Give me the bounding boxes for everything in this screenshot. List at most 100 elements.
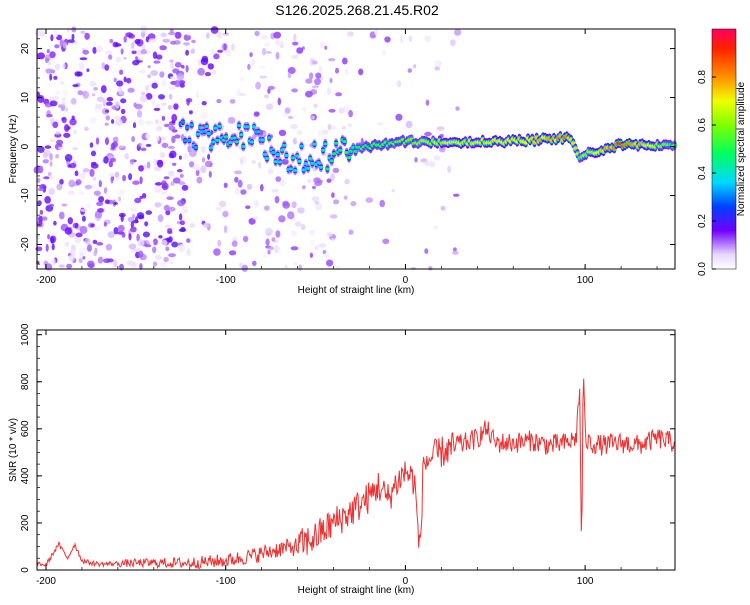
- x-tick-label: -100: [216, 576, 236, 587]
- spectrogram-speckle-point: [70, 97, 77, 105]
- spectrogram-speckle-point: [231, 240, 238, 247]
- spectrogram-ridge-cell: [292, 168, 298, 173]
- spectrogram-speckle-point: [210, 48, 215, 56]
- spectrogram-speckle-point: [140, 147, 147, 152]
- spectrogram-speckle-point: [126, 260, 135, 266]
- spectrogram-speckle-point: [433, 155, 441, 161]
- spectrogram-speckle-point: [222, 32, 230, 36]
- spectrogram-speckle-point: [204, 160, 213, 168]
- spectrogram-speckle-point: [54, 44, 60, 49]
- spectrogram-speckle-point: [63, 132, 71, 138]
- snr-panel: -200 -100 0 100 0 200 400 600 800 1000 Height of…: [8, 323, 676, 596]
- spectrogram-speckle-point: [265, 51, 272, 54]
- y-tick-label: 800: [20, 373, 31, 390]
- spectrogram-speckle-point: [271, 188, 279, 193]
- spectrogram-speckle-point: [79, 247, 87, 254]
- spectrogram-speckle-point: [67, 164, 72, 168]
- y-tick-label: 600: [20, 420, 31, 437]
- spectrogram-speckle-point: [251, 59, 256, 66]
- spectrogram-speckle-point: [453, 247, 457, 252]
- spectrogram-ridge-cell: [236, 123, 242, 128]
- spectrogram-speckle-point: [157, 159, 164, 168]
- spectrogram-speckle-point: [72, 84, 79, 88]
- spectrogram-speckle-point: [107, 231, 115, 238]
- spectrogram-speckle-point: [123, 56, 127, 60]
- spectrogram-speckle-point: [84, 32, 90, 40]
- spectrogram-speckle-point: [177, 244, 186, 253]
- spectrogram-speckle-point: [74, 170, 79, 177]
- y-tick-label: 10: [20, 92, 31, 104]
- spectrogram-speckle-point: [348, 109, 353, 118]
- spectrogram-speckle-point: [186, 248, 191, 256]
- spectrogram-speckle-point: [134, 197, 142, 204]
- spectrogram-speckle-point: [185, 49, 190, 56]
- spectrogram-ridge-cell: [213, 126, 218, 130]
- y-tick-label: 0: [20, 143, 31, 149]
- spectrogram-speckle-point: [328, 58, 336, 62]
- spectrogram-speckle-point: [278, 215, 286, 223]
- spectrogram-speckle-point: [59, 211, 65, 220]
- spectrogram-speckle-point: [333, 199, 340, 205]
- spectrogram-speckle-point: [424, 131, 432, 137]
- spectrogram-ridge-cell: [210, 140, 216, 144]
- spectrogram-speckle-point: [343, 105, 350, 113]
- spectrogram-speckle-point: [146, 161, 151, 169]
- spectrogram-speckle-point: [117, 224, 125, 232]
- spectrogram-speckle-point: [75, 232, 83, 238]
- spectrogram-speckle-point: [263, 94, 270, 99]
- spectrogram-speckle-point: [263, 253, 267, 258]
- spectrogram-speckle-point: [306, 179, 312, 184]
- spectrogram-speckle-point: [277, 97, 281, 106]
- spectrogram-speckle-point: [341, 126, 347, 130]
- spectrogram-speckle-point: [136, 233, 140, 242]
- spectrogram-speckle-point: [315, 202, 323, 211]
- spectrogram-speckle-point: [291, 88, 298, 93]
- spectrogram-speckle-point: [242, 235, 249, 243]
- spectrogram-ridge-cell: [182, 139, 188, 143]
- spectrogram-speckle-point: [275, 176, 282, 183]
- spectrogram-speckle-point: [223, 182, 228, 188]
- snr-background: [37, 330, 675, 570]
- spectrogram-speckle-point: [335, 67, 339, 74]
- spectrogram-speckle-point: [343, 195, 348, 200]
- spectrogram-speckle-point: [245, 205, 251, 209]
- spectrogram-speckle-point: [185, 65, 189, 73]
- spectrogram-speckle-point: [104, 64, 110, 71]
- spectrogram-speckle-point: [315, 72, 322, 79]
- colorbar-tick-label: 0.0: [697, 262, 708, 276]
- spectrogram-speckle-point: [93, 251, 97, 257]
- spectrogram-speckle-point: [90, 150, 97, 157]
- spectrogram-speckle-point: [374, 28, 378, 36]
- spectrogram-ridge-cell: [331, 152, 337, 156]
- y-tick-label: -10: [20, 188, 31, 203]
- spectrogram-speckle-point: [434, 66, 441, 71]
- spectrogram-speckle-point: [294, 221, 302, 227]
- spectrogram-speckle-point: [347, 31, 354, 37]
- spectrogram-speckle-point: [311, 196, 320, 202]
- spectrogram-speckle-point: [140, 91, 146, 96]
- spectrogram-speckle-point: [414, 157, 418, 163]
- spectrogram-speckle-point: [34, 29, 43, 37]
- spectrogram-speckle-point: [238, 93, 246, 97]
- x-tick-label: 100: [577, 275, 594, 286]
- spectrogram-speckle-point: [396, 80, 402, 88]
- spectrogram-ridge-cell: [333, 141, 339, 145]
- spectrogram-ridge-cell: [325, 167, 330, 171]
- spectrogram-speckle-point: [271, 237, 276, 242]
- spectrogram-speckle-point: [150, 240, 154, 246]
- spectrogram-speckle-point: [91, 183, 98, 189]
- spectrogram-speckle-point: [93, 226, 101, 231]
- colorbar-ticks: 0.0 0.2 0.4 0.6 0.8: [697, 70, 716, 276]
- spectrogram-speckle-point: [276, 247, 280, 251]
- spectrogram-speckle-point: [148, 38, 157, 43]
- spectrogram-speckle-point: [171, 135, 176, 144]
- spectrogram-speckle-point: [45, 243, 49, 252]
- spectrogram-speckle-point: [89, 168, 95, 177]
- spectrogram-speckle-point: [206, 32, 210, 39]
- spectrogram-speckle-point: [159, 71, 165, 78]
- spectrogram-ridge-cell: [318, 165, 324, 169]
- spectrogram-speckle-point: [254, 30, 260, 37]
- spectrogram-speckle-point: [171, 113, 178, 122]
- spectrogram-speckle-point: [115, 56, 122, 63]
- spectrogram-speckle-point: [249, 52, 253, 58]
